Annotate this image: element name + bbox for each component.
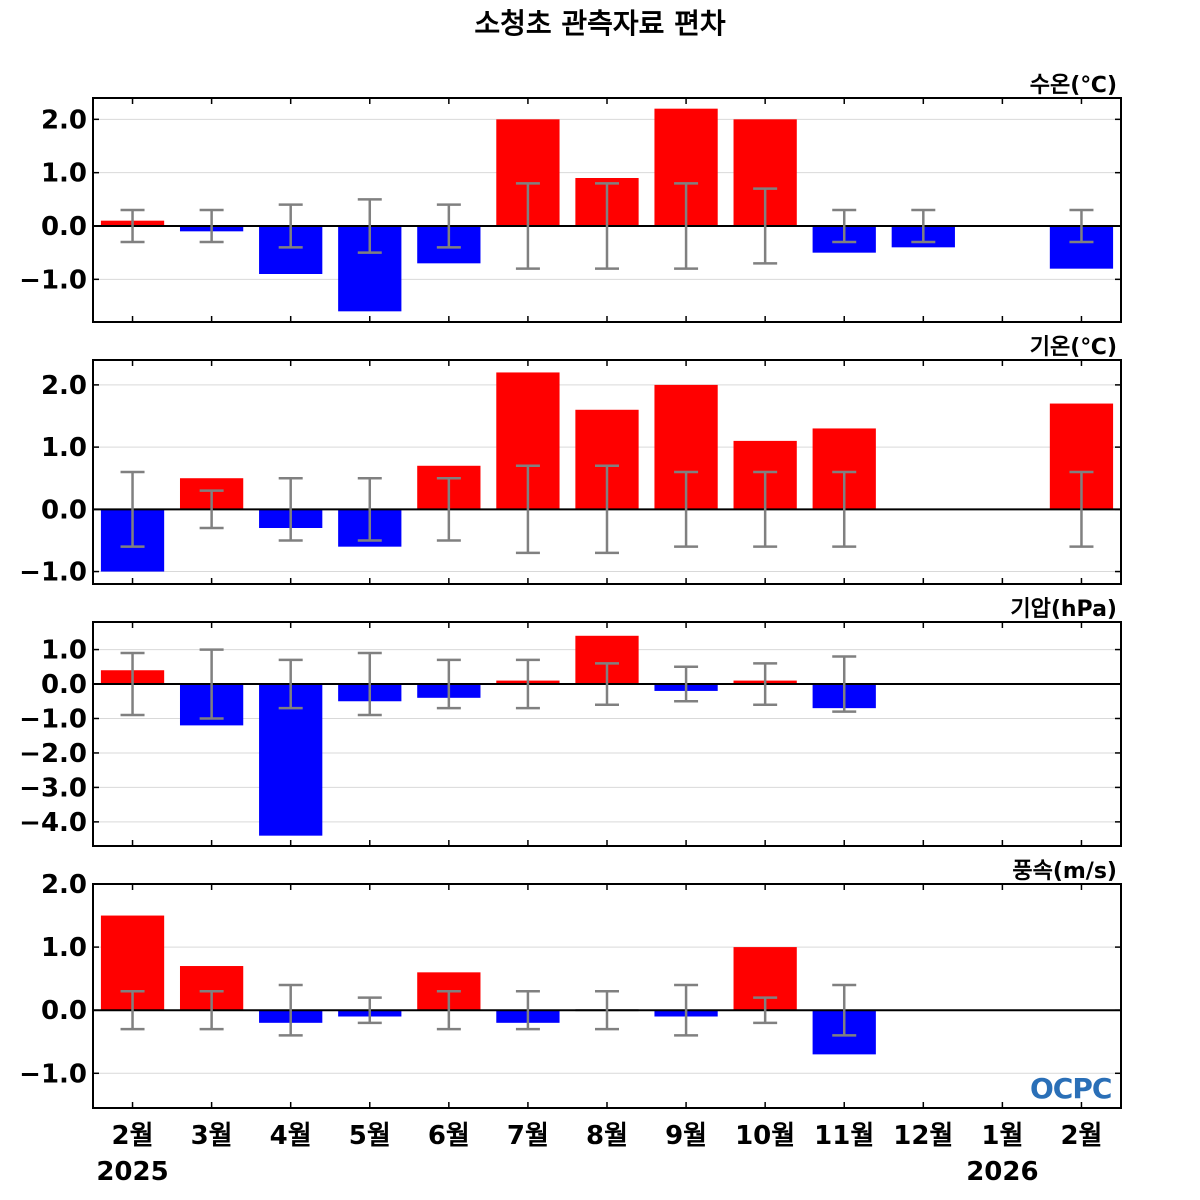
x-tick-label: 3월 [191,1121,233,1151]
x-tick-label: 6월 [428,1121,470,1151]
y-tick-label: −2.0 [19,739,87,769]
x-year-label: 2026 [966,1157,1038,1187]
y-tick-label: 2.0 [41,105,87,135]
y-tick-label: 0.0 [41,996,87,1026]
y-tick-label: 0.0 [41,495,87,525]
x-tick-label: 2월 [1060,1121,1102,1151]
x-tick-label: 2월 [112,1121,154,1151]
panel-frame [92,359,1122,585]
y-tick-label: 2.0 [41,371,87,401]
panel-unit-label: 기압(hPa) [1010,597,1117,622]
y-tick-label: 1.0 [41,636,87,666]
y-tick-label: 1.0 [41,433,87,463]
panel-frame [92,883,1122,1109]
chart-title: 소청초 관측자료 편차 [474,7,726,40]
x-tick-label: 11월 [814,1121,874,1151]
x-tick-label: 4월 [270,1121,312,1151]
panel-frame [92,621,1122,847]
chart-panel-2: −1.0 0.0 1.0 2.0 기온(℃) [19,335,1122,588]
panel-frame [92,97,1122,323]
y-tick-label: −1.0 [19,558,87,588]
x-tick-label: 8월 [586,1121,628,1151]
y-tick-label: 0.0 [41,670,87,700]
chart-panel-1: −1.0 0.0 1.0 2.0 수온(℃) [19,73,1122,323]
y-tick-label: −1.0 [19,1059,87,1089]
y-tick-label: −3.0 [19,773,87,803]
y-tick-label: −4.0 [19,808,87,838]
x-tick-label: 9월 [665,1121,707,1151]
x-tick-label: 7월 [507,1121,549,1151]
panel-unit-label: 기온(℃) [1030,335,1117,360]
y-tick-label: 1.0 [41,159,87,189]
y-tick-label: 0.0 [41,212,87,242]
chart-panel-4: −1.0 0.0 1.0 2.0 풍속(m/s) [19,859,1122,1109]
y-tick-label: 1.0 [41,933,87,963]
y-tick-label: −1.0 [19,704,87,734]
x-tick-label: 5월 [349,1121,391,1151]
x-tick-label: 12월 [893,1121,953,1151]
panel-unit-label: 풍속(m/s) [1012,859,1117,884]
ocpc-logo: OCPC [1030,1072,1112,1105]
x-tick-label: 1월 [981,1121,1023,1151]
panel-unit-label: 수온(℃) [1030,73,1117,98]
y-tick-label: −1.0 [19,265,87,295]
x-year-label: 2025 [96,1157,168,1187]
y-tick-label: 2.0 [41,870,87,900]
chart-panel-3: −4.0 −3.0 −2.0 −1.0 0.0 1.0 기압(hPa) [19,597,1122,847]
x-tick-label: 10월 [735,1121,795,1151]
